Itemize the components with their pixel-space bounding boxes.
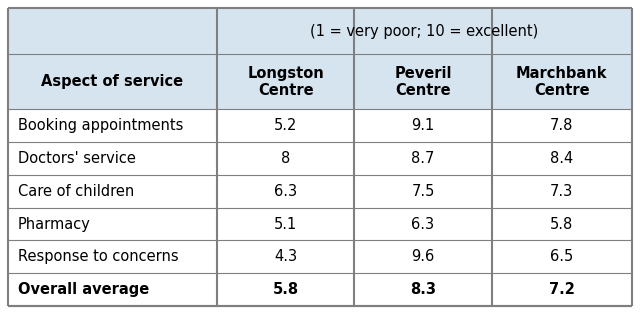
- Text: 7.3: 7.3: [550, 184, 573, 199]
- Text: Care of children: Care of children: [18, 184, 134, 199]
- Text: 4.3: 4.3: [274, 249, 297, 264]
- Bar: [492, 109, 632, 142]
- Text: 8.3: 8.3: [410, 282, 436, 297]
- Text: 8.4: 8.4: [550, 151, 573, 166]
- Bar: [492, 208, 632, 241]
- Text: Longston
Centre: Longston Centre: [247, 66, 324, 98]
- Bar: [8, 208, 217, 241]
- Bar: [217, 175, 355, 208]
- Text: 6.3: 6.3: [412, 217, 435, 231]
- Bar: [8, 142, 217, 175]
- Bar: [217, 273, 355, 306]
- Bar: [355, 175, 492, 208]
- Text: 8: 8: [281, 151, 291, 166]
- Bar: [492, 273, 632, 306]
- Bar: [8, 241, 217, 273]
- Bar: [8, 8, 217, 54]
- Bar: [217, 54, 355, 109]
- Text: 6.5: 6.5: [550, 249, 573, 264]
- Bar: [355, 54, 492, 109]
- Bar: [492, 142, 632, 175]
- Bar: [8, 175, 217, 208]
- Bar: [8, 109, 217, 142]
- Text: 5.8: 5.8: [550, 217, 573, 231]
- Text: 5.2: 5.2: [274, 118, 298, 133]
- Text: Aspect of service: Aspect of service: [42, 74, 184, 89]
- Bar: [217, 241, 355, 273]
- Bar: [217, 142, 355, 175]
- Bar: [8, 273, 217, 306]
- Bar: [355, 208, 492, 241]
- Text: 7.8: 7.8: [550, 118, 573, 133]
- Text: 9.6: 9.6: [412, 249, 435, 264]
- Text: 8.7: 8.7: [412, 151, 435, 166]
- Bar: [217, 8, 632, 54]
- Text: 5.8: 5.8: [273, 282, 299, 297]
- Text: Booking appointments: Booking appointments: [18, 118, 184, 133]
- Bar: [492, 54, 632, 109]
- Bar: [217, 109, 355, 142]
- Text: 9.1: 9.1: [412, 118, 435, 133]
- Bar: [8, 54, 217, 109]
- Text: 7.2: 7.2: [549, 282, 575, 297]
- Bar: [355, 109, 492, 142]
- Bar: [492, 241, 632, 273]
- Text: Doctors' service: Doctors' service: [18, 151, 136, 166]
- Text: 6.3: 6.3: [274, 184, 297, 199]
- Bar: [492, 175, 632, 208]
- Text: Peveril
Centre: Peveril Centre: [394, 66, 452, 98]
- Bar: [355, 241, 492, 273]
- Bar: [217, 208, 355, 241]
- Text: Marchbank
Centre: Marchbank Centre: [516, 66, 607, 98]
- Text: Pharmacy: Pharmacy: [18, 217, 91, 231]
- Bar: [355, 142, 492, 175]
- Text: 5.1: 5.1: [274, 217, 298, 231]
- Text: 7.5: 7.5: [412, 184, 435, 199]
- Text: Overall average: Overall average: [18, 282, 149, 297]
- Text: (1 = very poor; 10 = excellent): (1 = very poor; 10 = excellent): [310, 24, 539, 39]
- Bar: [355, 273, 492, 306]
- Text: Response to concerns: Response to concerns: [18, 249, 179, 264]
